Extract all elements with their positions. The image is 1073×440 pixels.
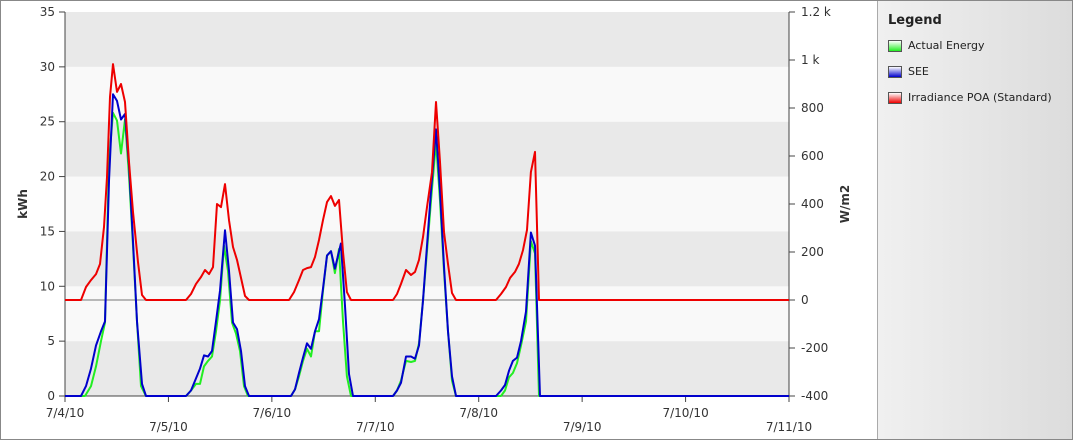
y2-tick-label: 600 <box>801 149 824 163</box>
series-line <box>65 63 789 301</box>
x-tick-label: 7/11/10 <box>766 420 812 434</box>
x-tick-label: 7/9/10 <box>563 420 602 434</box>
y2-tick-label: 800 <box>801 101 824 115</box>
y-tick-label: 35 <box>40 5 55 19</box>
grid-band <box>65 12 789 67</box>
legend-label: Actual Energy <box>908 39 985 52</box>
grid-band <box>65 66 789 122</box>
y-tick-label: 10 <box>40 279 55 293</box>
y2-tick-label: 400 <box>801 197 824 211</box>
legend-label: Irradiance POA (Standard) <box>908 91 1052 104</box>
legend-swatch <box>888 91 902 104</box>
legend-title: Legend <box>888 13 942 28</box>
y-tick-label: 20 <box>40 170 55 184</box>
y2-tick-label: 1.2 k <box>801 5 831 19</box>
grid-band <box>65 286 789 342</box>
legend-item: Irradiance POA (Standard) <box>888 91 1052 104</box>
y-axis-label: kWh <box>16 189 30 219</box>
legend-label: SEE <box>908 65 929 78</box>
y2-axis-label: W/m2 <box>838 185 852 223</box>
y-tick-label: 30 <box>40 60 55 74</box>
y2-tick-label: 0 <box>801 293 809 307</box>
grid-band <box>65 341 789 396</box>
y-tick-label: 5 <box>47 334 55 348</box>
legend-swatch <box>888 39 902 52</box>
y2-tick-label: -200 <box>801 341 828 355</box>
y-tick-label: 0 <box>47 389 55 403</box>
y2-tick-label: -400 <box>801 389 828 403</box>
legend-swatch <box>888 65 902 78</box>
legend-item: SEE <box>888 65 929 78</box>
x-tick-label: 7/10/10 <box>662 406 708 420</box>
legend: Legend Actual Energy SEE Irradiance POA (S… <box>877 1 1072 439</box>
x-tick-label: 7/5/10 <box>149 420 188 434</box>
grid-band <box>65 121 789 177</box>
x-tick-label: 7/6/10 <box>253 406 292 420</box>
y2-tick-label: 200 <box>801 245 824 259</box>
x-tick-label: 7/8/10 <box>459 406 498 420</box>
legend-item: Actual Energy <box>888 39 984 52</box>
y2-tick-label: 1 k <box>801 53 819 67</box>
x-tick-label: 7/7/10 <box>356 420 395 434</box>
y-tick-label: 25 <box>40 115 55 129</box>
x-tick-label: 7/4/10 <box>46 406 85 420</box>
chart: kWh W/m2 0 5 10 15 20 25 30 35 -400 -200 0 200 400 60… <box>16 5 852 434</box>
y-tick-label: 15 <box>40 224 55 238</box>
series-line <box>65 93 789 397</box>
